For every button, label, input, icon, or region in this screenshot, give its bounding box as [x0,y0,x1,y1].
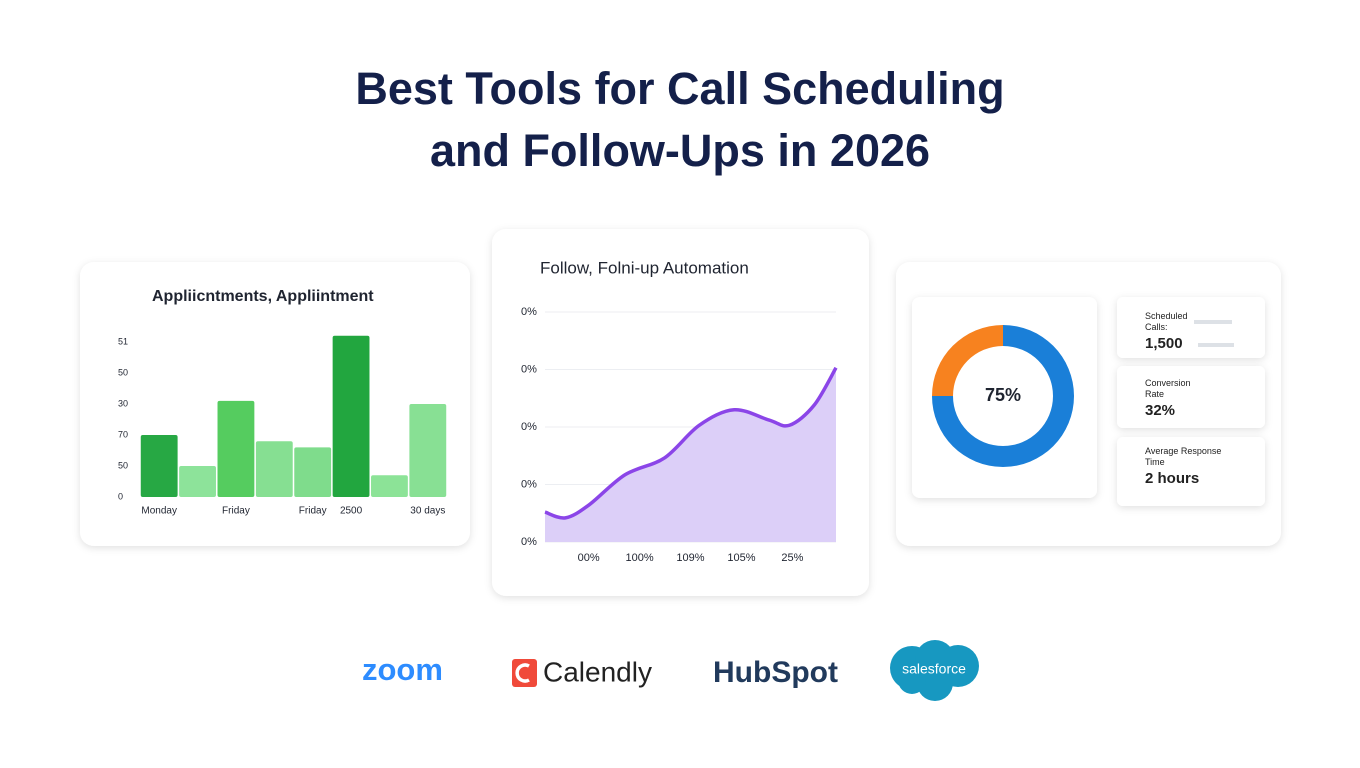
x-tick-label: 30 days [410,506,445,517]
x-tick-label: 100% [626,552,654,564]
y-tick-label: 30 [118,398,128,408]
y-tick-label: 0 [118,491,123,501]
bar [409,404,447,497]
donut-segment [932,325,1074,467]
x-tick-label: 2500 [340,506,363,517]
stat-value: 1,500 [1145,335,1183,352]
stat-card [1117,437,1265,506]
line [544,366,838,520]
y-tick-label: 0% [521,478,537,490]
y-tick-label: 50 [118,367,128,377]
bar [294,447,332,497]
x-tick-label: Monday [141,506,177,517]
x-tick-label: 109% [676,552,704,564]
logo-calendly: Calendly [543,656,652,687]
chart-title: Follow, Folni-up Automation [540,258,749,277]
donut-segment [932,325,1003,396]
x-tick-label: 00% [578,552,600,564]
center-label: 75% [985,385,1021,405]
stat-card [1117,297,1265,358]
logo-icon [512,659,537,687]
logo-salesforce: salesforce [902,661,966,677]
y-tick-label: 0% [521,536,537,548]
logo-cloud [890,640,979,701]
stat: Scheduled Calls: 1,500 [1145,311,1205,352]
logo-zoom: zoom [362,652,443,687]
stat-card [1117,366,1265,428]
x-tick-label: Friday [299,506,327,517]
bar [332,335,370,497]
stat-label: Conversion Rate [1145,378,1191,399]
x-tick-label: 105% [727,552,755,564]
placeholder [1194,320,1232,324]
y-tick-label: 70 [118,429,128,439]
y-tick-label: 0% [521,363,537,375]
area [545,367,836,542]
bar [140,435,178,497]
stat-label: Average Response Time [1145,446,1222,467]
stat: Conversion Rate 32% [1145,378,1205,419]
x-tick-label: 25% [781,552,803,564]
stat-value: 32% [1145,402,1176,419]
bar [255,441,293,497]
placeholder [1198,343,1234,347]
y-tick-label: 0% [521,421,537,433]
y-tick-label: 51 [118,336,128,346]
y-tick-label: 50 [118,460,128,470]
bar [179,466,216,497]
title-line: and Follow-Ups in 2026 [430,125,930,176]
logo-icon [515,663,530,683]
x-tick-label: Friday [222,506,250,517]
title-line: Best Tools for Call Scheduling [355,63,1004,114]
logo-hubspot: HubSpot [713,656,838,689]
stat-label: Scheduled Calls: [1145,311,1188,332]
bar [371,475,408,497]
stat: Average Response Time 2 hours [1145,446,1235,487]
bar [217,400,255,497]
chart-title: Appliicntments, Appliintment [152,288,374,305]
y-tick-label: 0% [521,306,537,318]
stat-value: 2 hours [1145,470,1200,487]
